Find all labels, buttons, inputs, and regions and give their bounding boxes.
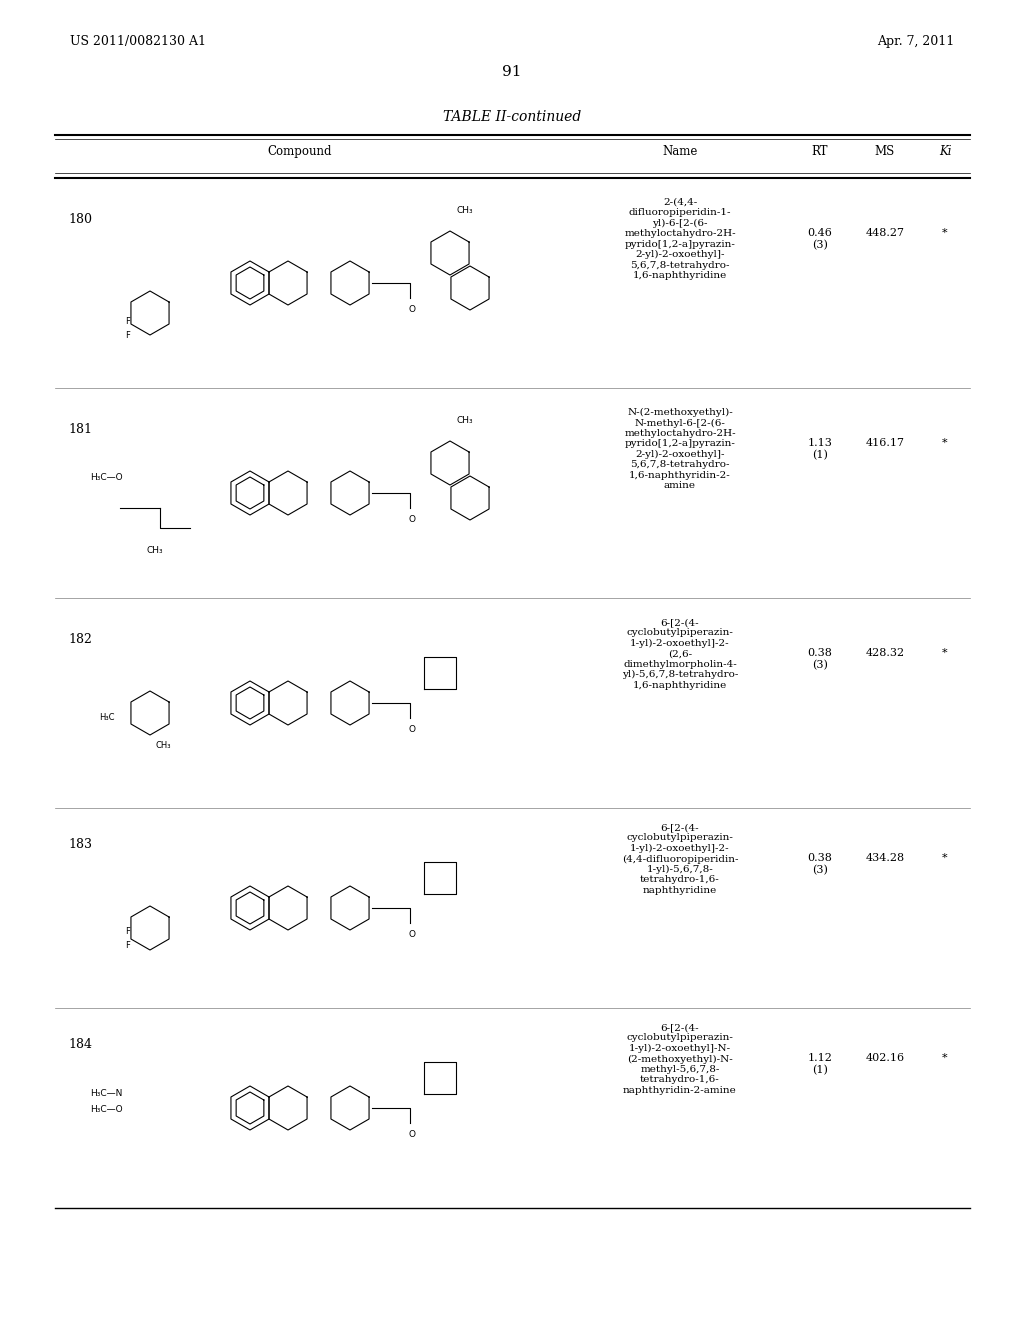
Text: 6-[2-(4-
cyclobutylpiperazin-
1-yl)-2-oxoethyl]-N-
(2-methoxyethyl)-N-
methyl-5,: 6-[2-(4- cyclobutylpiperazin- 1-yl)-2-ox… xyxy=(624,1023,737,1094)
Text: Name: Name xyxy=(663,145,697,158)
Text: O: O xyxy=(409,515,416,524)
Text: 416.17: 416.17 xyxy=(865,438,904,447)
Text: *: * xyxy=(942,648,948,657)
Text: O: O xyxy=(409,305,416,314)
Text: Ki: Ki xyxy=(939,145,951,158)
Text: O: O xyxy=(409,725,416,734)
Text: 0.46
(3): 0.46 (3) xyxy=(808,228,833,249)
Text: 2-(4,4-
difluoropiperidin-1-
yl)-6-[2-(6-
methyloctahydro-2H-
pyrido[1,2-a]pyraz: 2-(4,4- difluoropiperidin-1- yl)-6-[2-(6… xyxy=(625,198,736,280)
Text: O: O xyxy=(409,1130,416,1139)
Text: 182: 182 xyxy=(68,634,92,645)
Text: MS: MS xyxy=(874,145,895,158)
Text: 428.32: 428.32 xyxy=(865,648,904,657)
Text: 181: 181 xyxy=(68,422,92,436)
Text: *: * xyxy=(942,1053,948,1063)
Text: Compound: Compound xyxy=(267,145,332,158)
Text: CH₃: CH₃ xyxy=(457,206,473,215)
Text: F: F xyxy=(126,928,130,936)
Text: 434.28: 434.28 xyxy=(865,853,904,863)
Text: *: * xyxy=(942,438,948,447)
Text: 0.38
(3): 0.38 (3) xyxy=(808,853,833,875)
Text: CH₃: CH₃ xyxy=(155,741,171,750)
Text: N-(2-methoxyethyl)-
N-methyl-6-[2-(6-
methyloctahydro-2H-
pyrido[1,2-a]pyrazin-
: N-(2-methoxyethyl)- N-methyl-6-[2-(6- me… xyxy=(625,408,736,490)
Text: F: F xyxy=(126,317,130,326)
Text: RT: RT xyxy=(812,145,828,158)
Text: F: F xyxy=(126,330,130,339)
Text: CH₃: CH₃ xyxy=(457,416,473,425)
Text: 0.38
(3): 0.38 (3) xyxy=(808,648,833,671)
Text: H₃C—N: H₃C—N xyxy=(90,1089,123,1097)
Text: Apr. 7, 2011: Apr. 7, 2011 xyxy=(877,36,954,48)
Text: 91: 91 xyxy=(502,65,522,79)
Text: H₃C—O: H₃C—O xyxy=(90,1105,123,1114)
Text: *: * xyxy=(942,228,948,238)
Text: 183: 183 xyxy=(68,838,92,851)
Text: H₃C: H₃C xyxy=(99,714,115,722)
Text: 1.12
(1): 1.12 (1) xyxy=(808,1053,833,1074)
Text: 180: 180 xyxy=(68,213,92,226)
Text: O: O xyxy=(409,931,416,939)
Text: F: F xyxy=(126,941,130,950)
Text: H₃C—O: H₃C—O xyxy=(90,474,123,483)
Text: 402.16: 402.16 xyxy=(865,1053,904,1063)
Text: 1.13
(1): 1.13 (1) xyxy=(808,438,833,459)
Text: 448.27: 448.27 xyxy=(865,228,904,238)
Text: TABLE II-continued: TABLE II-continued xyxy=(442,110,582,124)
Text: CH₃: CH₃ xyxy=(146,546,163,554)
Text: US 2011/0082130 A1: US 2011/0082130 A1 xyxy=(70,36,206,48)
Text: *: * xyxy=(942,853,948,863)
Text: 184: 184 xyxy=(68,1038,92,1051)
Text: 6-[2-(4-
cyclobutylpiperazin-
1-yl)-2-oxoethyl]-2-
(2,6-
dimethylmorpholin-4-
yl: 6-[2-(4- cyclobutylpiperazin- 1-yl)-2-ox… xyxy=(622,618,738,689)
Text: 6-[2-(4-
cyclobutylpiperazin-
1-yl)-2-oxoethyl]-2-
(4,4-difluoropiperidin-
1-yl): 6-[2-(4- cyclobutylpiperazin- 1-yl)-2-ox… xyxy=(622,822,738,895)
